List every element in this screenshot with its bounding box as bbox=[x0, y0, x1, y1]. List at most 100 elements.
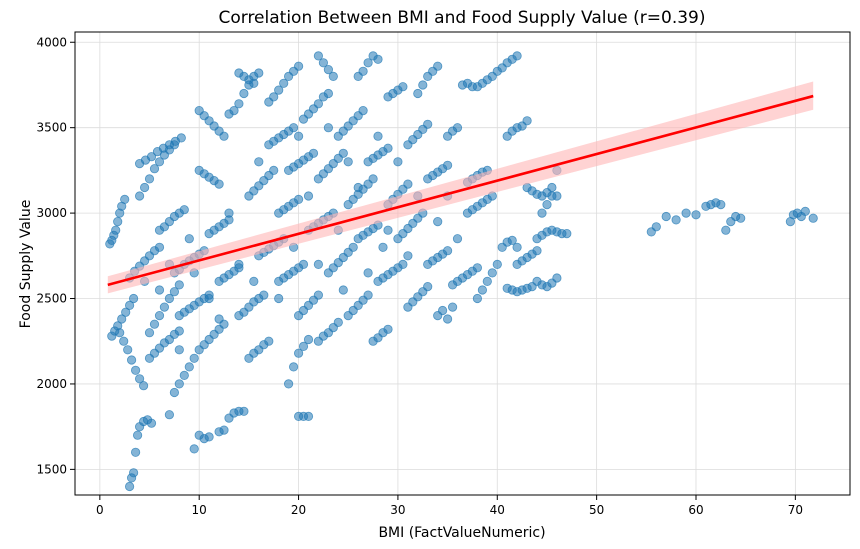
data-point bbox=[433, 61, 443, 71]
y-tick-label: 1500 bbox=[36, 462, 67, 476]
data-point bbox=[313, 51, 323, 61]
data-point bbox=[179, 370, 189, 380]
data-point bbox=[348, 242, 358, 252]
data-point bbox=[338, 148, 348, 158]
data-point bbox=[189, 444, 199, 454]
data-point bbox=[537, 208, 547, 218]
y-tick-label: 2500 bbox=[36, 292, 67, 306]
data-point bbox=[214, 314, 224, 324]
data-point bbox=[373, 54, 383, 64]
data-point bbox=[313, 259, 323, 269]
data-point bbox=[303, 191, 314, 201]
data-point bbox=[452, 234, 463, 244]
data-point bbox=[552, 273, 562, 283]
chart-title: Correlation Between BMI and Food Supply … bbox=[218, 8, 705, 28]
data-point bbox=[313, 290, 323, 300]
regression bbox=[107, 81, 814, 294]
data-point bbox=[522, 116, 532, 126]
data-point bbox=[323, 65, 333, 75]
data-point bbox=[144, 174, 155, 184]
data-point bbox=[477, 285, 487, 295]
data-point bbox=[125, 481, 135, 492]
data-point bbox=[293, 131, 304, 141]
data-point bbox=[154, 242, 165, 252]
data-point bbox=[403, 251, 413, 261]
data-point bbox=[721, 225, 731, 235]
data-point bbox=[254, 68, 264, 78]
data-point bbox=[279, 78, 289, 88]
data-point bbox=[358, 106, 368, 116]
data-point bbox=[127, 355, 137, 365]
data-point bbox=[219, 425, 229, 435]
data-point bbox=[288, 362, 299, 372]
x-tick-label: 0 bbox=[96, 503, 104, 517]
y-tick-label: 3000 bbox=[36, 206, 67, 220]
data-point bbox=[487, 268, 497, 278]
data-point bbox=[164, 410, 174, 420]
data-point bbox=[234, 259, 244, 269]
data-point bbox=[368, 174, 378, 184]
x-axis-label: BMI (FactValueNumeric) bbox=[378, 525, 545, 541]
data-point bbox=[308, 148, 319, 158]
data-point bbox=[298, 341, 309, 351]
data-point bbox=[293, 61, 304, 71]
data-point bbox=[447, 302, 458, 312]
regression-line bbox=[107, 94, 814, 287]
data-point bbox=[120, 194, 130, 204]
data-point bbox=[204, 293, 214, 304]
data-points bbox=[105, 51, 818, 492]
data-point bbox=[482, 276, 492, 286]
data-point bbox=[383, 225, 393, 235]
data-point bbox=[288, 123, 299, 133]
data-point bbox=[423, 281, 433, 292]
data-point bbox=[532, 246, 542, 256]
data-point bbox=[383, 143, 393, 153]
data-point bbox=[133, 430, 143, 440]
data-point bbox=[119, 336, 129, 346]
data-point bbox=[269, 92, 279, 102]
data-point bbox=[146, 418, 157, 428]
data-point bbox=[113, 217, 123, 227]
data-point bbox=[239, 406, 249, 416]
data-point bbox=[154, 310, 165, 321]
data-point bbox=[492, 259, 502, 269]
data-point bbox=[214, 179, 224, 189]
x-tick-label: 10 bbox=[192, 503, 207, 517]
data-point bbox=[681, 208, 691, 218]
data-point bbox=[139, 381, 149, 391]
data-point bbox=[131, 365, 141, 375]
data-point bbox=[293, 194, 304, 204]
data-point bbox=[146, 152, 157, 162]
data-point bbox=[363, 58, 373, 68]
data-point bbox=[378, 242, 388, 252]
data-point bbox=[149, 164, 160, 174]
data-point bbox=[303, 334, 314, 345]
y-axis-label: Food Supply Value bbox=[18, 200, 34, 329]
data-point bbox=[283, 379, 294, 389]
data-point bbox=[224, 208, 234, 218]
data-point bbox=[274, 85, 284, 95]
data-point bbox=[418, 80, 428, 90]
data-point bbox=[159, 302, 169, 312]
y-tick-label: 3500 bbox=[36, 121, 67, 135]
data-point bbox=[184, 362, 194, 372]
data-point bbox=[269, 165, 279, 175]
data-point bbox=[189, 353, 199, 363]
y-tick-label: 2000 bbox=[36, 377, 67, 391]
data-point bbox=[318, 58, 328, 68]
data-point bbox=[239, 88, 249, 99]
data-point bbox=[452, 123, 463, 133]
x-axis-ticks: 0 10 20 30 40 50 60 70 bbox=[96, 495, 803, 517]
x-tick-label: 70 bbox=[788, 503, 803, 517]
data-point bbox=[298, 259, 309, 269]
data-point bbox=[117, 314, 127, 324]
data-point bbox=[353, 182, 363, 193]
data-point bbox=[129, 293, 139, 304]
data-point bbox=[338, 285, 348, 295]
data-point bbox=[363, 268, 373, 278]
x-tick-label: 20 bbox=[291, 503, 306, 517]
data-point bbox=[547, 182, 557, 193]
data-point bbox=[219, 131, 229, 141]
data-point bbox=[800, 206, 810, 216]
